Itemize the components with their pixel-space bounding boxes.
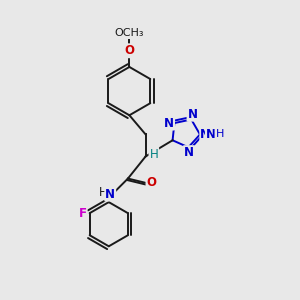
Text: F: F — [79, 207, 87, 220]
Text: N: N — [105, 188, 115, 201]
Text: H: H — [149, 148, 158, 160]
Text: O: O — [146, 176, 157, 190]
Text: N: N — [184, 146, 194, 159]
Text: N: N — [188, 108, 197, 121]
Text: N: N — [200, 128, 210, 141]
Text: O: O — [124, 44, 134, 57]
Text: H: H — [99, 186, 108, 199]
Text: N: N — [164, 117, 174, 130]
Text: H: H — [215, 130, 224, 140]
Text: N: N — [206, 128, 216, 141]
Text: OCH₃: OCH₃ — [115, 28, 144, 38]
